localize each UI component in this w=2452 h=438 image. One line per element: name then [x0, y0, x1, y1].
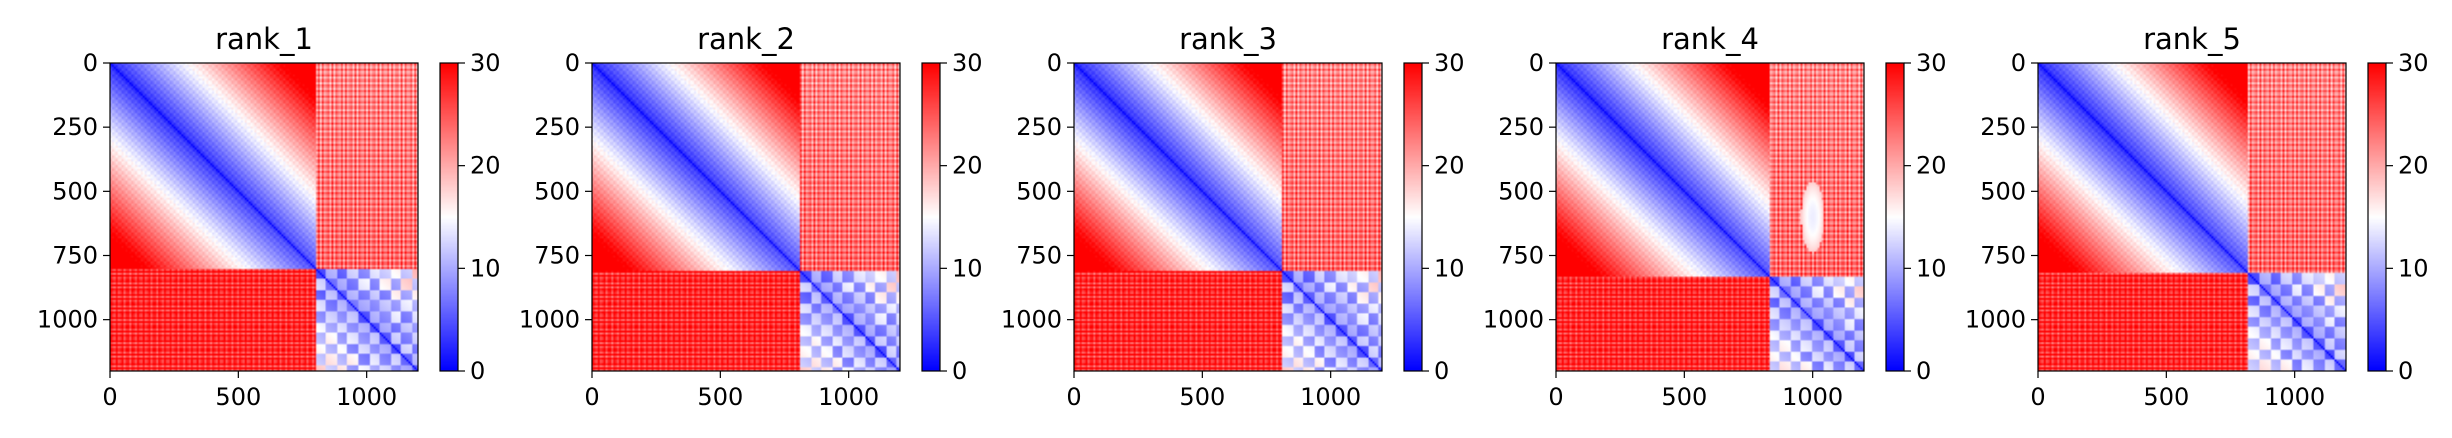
colorbar-tick-label: 10	[952, 254, 983, 282]
y-tick-label: 250	[1498, 113, 1544, 141]
y-tick-label: 250	[1016, 113, 1062, 141]
x-tick-label: 500	[2143, 383, 2189, 411]
x-tick-label: 0	[584, 383, 599, 411]
colorbar	[922, 63, 940, 371]
y-tick-label: 750	[1016, 242, 1062, 270]
x-tick-label: 0	[1548, 383, 1563, 411]
panel-title: rank_3	[1179, 22, 1277, 56]
colorbar-tick-label: 20	[2398, 152, 2429, 180]
colorbar-tick-label: 0	[1916, 357, 1931, 385]
y-tick-label: 500	[1498, 177, 1544, 205]
y-tick-label: 250	[534, 113, 580, 141]
panel-title: rank_1	[215, 22, 313, 56]
x-tick-label: 0	[102, 383, 117, 411]
y-tick-label: 750	[52, 242, 98, 270]
y-tick-label: 0	[83, 49, 98, 77]
colorbar-tick-label: 10	[470, 254, 501, 282]
colorbar-tick-label: 0	[2398, 357, 2413, 385]
x-tick-label: 500	[1661, 383, 1707, 411]
axes-frame	[2037, 62, 2347, 372]
colorbar-tick-label: 10	[2398, 254, 2429, 282]
colorbar-tick-label: 20	[952, 152, 983, 180]
colorbar-tick-label: 20	[470, 152, 501, 180]
x-tick-label: 0	[2030, 383, 2045, 411]
axes-frame	[1073, 62, 1383, 372]
heatmap-image	[110, 63, 418, 371]
colorbar	[1404, 63, 1422, 371]
y-tick-label: 1000	[1965, 306, 2026, 334]
heatmap-panel-rank_1: rank_1 0 500 1000 0 250 500 750 1000 0 10 20 30	[37, 22, 501, 411]
colorbar-frame	[2367, 62, 2387, 372]
heatmap-image	[2038, 63, 2346, 371]
colorbar-tick-label: 0	[470, 357, 485, 385]
colorbar-tick-label: 30	[470, 49, 501, 77]
colorbar-tick-label: 0	[1434, 357, 1449, 385]
colorbar-tick-label: 10	[1916, 254, 1947, 282]
colorbar-tick-label: 30	[1434, 49, 1465, 77]
heatmap-image	[1074, 63, 1382, 371]
y-tick-label: 500	[1016, 177, 1062, 205]
x-tick-label: 500	[697, 383, 743, 411]
x-tick-label: 1000	[818, 383, 879, 411]
y-tick-label: 1000	[519, 306, 580, 334]
y-tick-label: 1000	[37, 306, 98, 334]
y-tick-label: 1000	[1001, 306, 1062, 334]
y-tick-label: 250	[52, 113, 98, 141]
y-tick-label: 500	[1980, 177, 2026, 205]
colorbar-frame	[1403, 62, 1423, 372]
x-tick-label: 1000	[336, 383, 397, 411]
colorbar-frame	[1885, 62, 1905, 372]
colorbar-tick-label: 30	[1916, 49, 1947, 77]
panel-title: rank_5	[2143, 22, 2241, 56]
heatmap-panel-rank_4: rank_4 0 500 1000 0 250 500 750 1000 0 10 20 30	[1483, 22, 1947, 411]
colorbar-frame	[439, 62, 459, 372]
y-tick-label: 250	[1980, 113, 2026, 141]
heatmap-image	[1556, 63, 1864, 371]
colorbar	[440, 63, 458, 371]
y-tick-label: 750	[1498, 242, 1544, 270]
panel-title: rank_4	[1661, 22, 1759, 56]
y-tick-label: 0	[565, 49, 580, 77]
y-tick-label: 750	[1980, 242, 2026, 270]
colorbar-tick-label: 0	[952, 357, 967, 385]
axes-frame	[591, 62, 901, 372]
colorbar-tick-label: 30	[2398, 49, 2429, 77]
colorbar-tick-label: 20	[1916, 152, 1947, 180]
y-tick-label: 0	[1047, 49, 1062, 77]
y-tick-label: 0	[2011, 49, 2026, 77]
x-tick-label: 0	[1066, 383, 1081, 411]
x-tick-label: 500	[1179, 383, 1225, 411]
heatmap-panel-rank_5: rank_5 0 500 1000 0 250 500 750 1000 0 10 20 30	[1965, 22, 2429, 411]
panel-title: rank_2	[697, 22, 795, 56]
axes-frame	[1555, 62, 1865, 372]
colorbar-tick-label: 30	[952, 49, 983, 77]
y-tick-label: 500	[52, 177, 98, 205]
colorbar	[2368, 63, 2386, 371]
y-tick-label: 1000	[1483, 306, 1544, 334]
heatmap-panel-rank_3: rank_3 0 500 1000 0 250 500 750 1000 0 10 20 30	[1001, 22, 1465, 411]
y-tick-label: 0	[1529, 49, 1544, 77]
y-tick-label: 500	[534, 177, 580, 205]
x-tick-label: 1000	[1300, 383, 1361, 411]
colorbar-tick-label: 10	[1434, 254, 1465, 282]
colorbar-frame	[921, 62, 941, 372]
axes-frame	[109, 62, 419, 372]
heatmap-image	[592, 63, 900, 371]
heatmap-panel-rank_2: rank_2 0 500 1000 0 250 500 750 1000 0 10 20 30	[519, 22, 983, 411]
x-tick-label: 1000	[2264, 383, 2325, 411]
y-tick-label: 750	[534, 242, 580, 270]
x-tick-label: 500	[215, 383, 261, 411]
colorbar-tick-label: 20	[1434, 152, 1465, 180]
x-tick-label: 1000	[1782, 383, 1843, 411]
colorbar	[1886, 63, 1904, 371]
